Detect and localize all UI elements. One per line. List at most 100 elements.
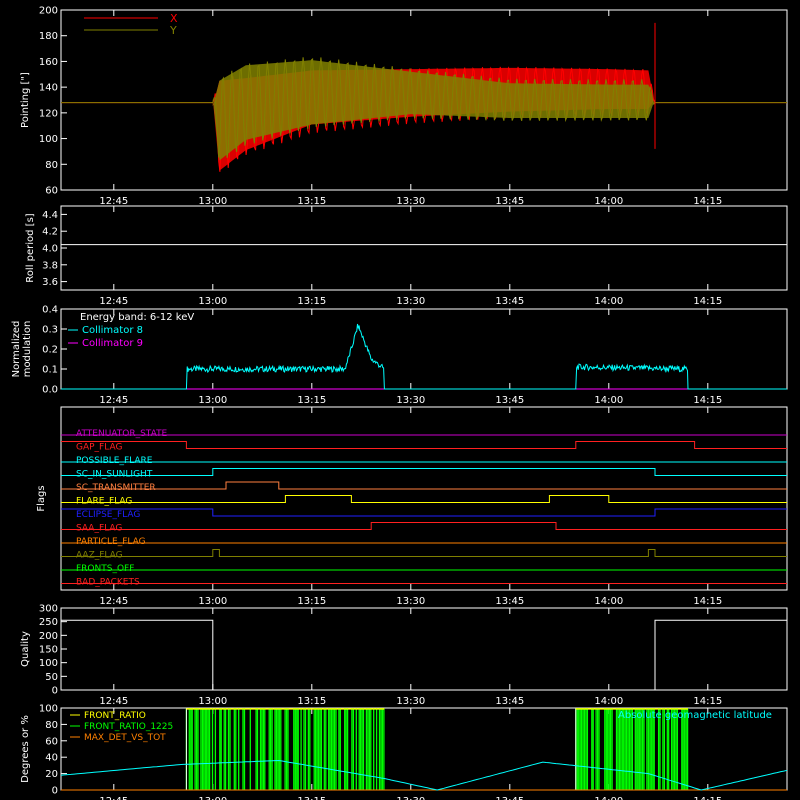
x-tick-label: 13:00 bbox=[198, 196, 227, 207]
quality-line bbox=[61, 619, 787, 691]
y-tick-label: 300 bbox=[39, 604, 58, 615]
x-tick-label: 14:15 bbox=[693, 596, 722, 607]
x-tick-label: 12:45 bbox=[99, 696, 128, 707]
x-tick-label: 13:15 bbox=[297, 796, 326, 800]
x-tick-label: 13:00 bbox=[198, 395, 227, 406]
y-axis-label: Normalizedmodulation bbox=[11, 321, 33, 378]
x-tick-label: 12:45 bbox=[99, 395, 128, 406]
legend-label: FRONT_RATIO_1225 bbox=[84, 722, 173, 732]
y-tick-label: 200 bbox=[39, 631, 58, 642]
panel-0: 12:45 13:00 13:15 13:30 13:45 14:00 14:15 60 80 1… bbox=[20, 6, 788, 207]
x-tick-label: 13:30 bbox=[396, 296, 425, 307]
y-tick-label: 100 bbox=[39, 704, 58, 715]
x-tick-label: 13:15 bbox=[297, 596, 326, 607]
panel-frame bbox=[60, 205, 788, 291]
y-tick-label: 60 bbox=[45, 186, 58, 197]
x-tick-label: 14:00 bbox=[594, 296, 623, 307]
y-axis-label: Degrees or % bbox=[20, 715, 31, 783]
y-axis-label: Pointing ["] bbox=[20, 72, 31, 128]
panel-frame bbox=[60, 406, 788, 591]
y-tick-label: 50 bbox=[45, 672, 58, 683]
y-axis-label-line: modulation bbox=[22, 321, 33, 378]
flag-label: AAZ_FLAG bbox=[76, 551, 123, 561]
panel-frame bbox=[60, 9, 788, 191]
x-tick-label: 14:15 bbox=[693, 196, 722, 207]
y-tick-label: 180 bbox=[39, 31, 58, 42]
y-tick-label: 160 bbox=[39, 57, 58, 68]
x-tick-label: 13:00 bbox=[198, 296, 227, 307]
legend-label: Collimator 8 bbox=[82, 325, 143, 336]
x-tick-label: 13:15 bbox=[297, 296, 326, 307]
flag-label: ATTENUATOR_STATE bbox=[76, 429, 168, 439]
energy-band-annotation: Energy band: 6-12 keV bbox=[80, 312, 194, 323]
x-tick-label: 13:30 bbox=[396, 696, 425, 707]
x-tick-label: 13:15 bbox=[297, 696, 326, 707]
y-tick-label: 20 bbox=[45, 769, 58, 780]
y-tick-label: 200 bbox=[39, 6, 58, 17]
flag-label: PARTICLE_FLAG bbox=[76, 537, 146, 547]
flag-line-sc_in_sunlight bbox=[61, 468, 787, 476]
x-tick-label: 13:30 bbox=[396, 196, 425, 207]
y-tick-label: 100 bbox=[39, 134, 58, 145]
y-tick-label: 0 bbox=[52, 786, 58, 797]
y-axis-label: Quality bbox=[20, 631, 31, 667]
flag-line-aaz_flag bbox=[61, 549, 787, 557]
x-tick-label: 13:30 bbox=[396, 395, 425, 406]
flag-line-flare_flag bbox=[61, 495, 787, 503]
y-tick-label: 0.0 bbox=[42, 385, 58, 396]
y-tick-label: 120 bbox=[39, 108, 58, 119]
flag-line-saa_flag bbox=[61, 522, 787, 530]
flag-label: SAA_FLAG bbox=[76, 524, 122, 534]
legend-label: MAX_DET_VS_TOT bbox=[84, 733, 166, 743]
y-tick-label: 0.3 bbox=[42, 325, 58, 336]
x-tick-label: 13:00 bbox=[198, 696, 227, 707]
x-tick-label: 13:30 bbox=[396, 796, 425, 800]
y-tick-label: 250 bbox=[39, 617, 58, 628]
x-tick-label: 13:45 bbox=[495, 296, 524, 307]
y-tick-label: 40 bbox=[45, 753, 58, 764]
x-tick-label: 13:15 bbox=[297, 395, 326, 406]
x-tick-label: 13:45 bbox=[495, 596, 524, 607]
collimator-8-line bbox=[61, 323, 787, 390]
x-tick-label: 12:45 bbox=[99, 196, 128, 207]
x-tick-label: 14:00 bbox=[594, 596, 623, 607]
y-tick-label: 0.1 bbox=[42, 365, 58, 376]
y-axis-label: Roll period [s] bbox=[25, 213, 36, 282]
x-tick-label: 14:00 bbox=[594, 395, 623, 406]
flag-label: FRONTS_OFF bbox=[76, 564, 134, 574]
x-tick-label: 13:15 bbox=[297, 196, 326, 207]
x-tick-label: 14:15 bbox=[693, 796, 722, 800]
flag-label: SC_IN_SUNLIGHT bbox=[76, 470, 153, 480]
y-tick-label: 3.6 bbox=[42, 277, 58, 288]
y-tick-label: 0 bbox=[52, 686, 58, 697]
panel-1: 12:45 13:00 13:15 13:30 13:45 14:00 14:15 3.6 3.… bbox=[25, 205, 788, 307]
legend-label: FRONT_RATIO bbox=[84, 711, 146, 721]
x-tick-label: 14:15 bbox=[693, 395, 722, 406]
flag-label: FLARE_FLAG bbox=[76, 497, 132, 507]
legend-label: Y bbox=[169, 24, 177, 37]
y-tick-label: 3.8 bbox=[42, 260, 58, 271]
flag-label: BAD_PACKETS bbox=[76, 578, 140, 588]
y-axis-label: Flags bbox=[36, 485, 47, 511]
x-tick-label: 14:00 bbox=[594, 196, 623, 207]
geomagnetic-latitude-line bbox=[60, 759, 788, 791]
y-tick-label: 4.0 bbox=[42, 244, 58, 255]
legend-label: X bbox=[170, 12, 178, 25]
legend-label: Absolute geomagnetic latitude bbox=[618, 710, 772, 721]
y-tick-label: 60 bbox=[45, 736, 58, 747]
x-tick-label: 13:45 bbox=[495, 196, 524, 207]
y-axis-label-line: Normalized bbox=[11, 321, 22, 378]
series-y-envelope bbox=[212, 60, 656, 161]
flag-label: POSSIBLE_FLARE bbox=[76, 456, 153, 466]
x-tick-label: 14:00 bbox=[594, 796, 623, 800]
flag-label: GAP_FLAG bbox=[76, 443, 122, 453]
y-tick-label: 0.2 bbox=[42, 345, 58, 356]
y-tick-label: 0.4 bbox=[42, 305, 58, 316]
x-tick-label: 13:00 bbox=[198, 596, 227, 607]
x-tick-label: 13:45 bbox=[495, 796, 524, 800]
x-tick-label: 14:00 bbox=[594, 696, 623, 707]
y-tick-label: 4.4 bbox=[42, 210, 58, 221]
panel-3: 12:45 13:00 13:15 13:30 13:45 14:00 14:15 Flags… bbox=[36, 406, 788, 607]
x-tick-label: 13:45 bbox=[495, 395, 524, 406]
